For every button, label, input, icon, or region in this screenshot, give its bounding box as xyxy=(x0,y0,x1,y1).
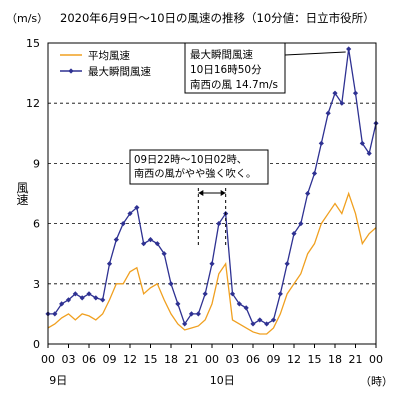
data-point-max xyxy=(127,210,133,217)
data-point-max xyxy=(359,140,365,146)
data-point-max xyxy=(229,291,236,297)
data-point-max xyxy=(188,311,195,317)
day-label: 10日 xyxy=(210,374,235,387)
y-tick-labels: 0 3 6 9 12 15 xyxy=(26,37,40,351)
x-tick-label: 12 xyxy=(123,353,137,366)
x-tick-label: 21 xyxy=(185,353,199,366)
annotation-text: 最大瞬間風速 xyxy=(190,48,253,61)
y-tick-label: 9 xyxy=(33,157,40,170)
y-tick-label: 0 xyxy=(33,338,40,351)
data-point-max xyxy=(161,251,167,257)
legend-label: 最大瞬間風速 xyxy=(88,65,151,78)
data-point-max xyxy=(134,204,140,211)
data-point-max xyxy=(86,291,92,297)
data-point-max xyxy=(168,281,174,287)
data-point-max xyxy=(257,317,263,323)
x-tick-label: 06 xyxy=(246,353,260,366)
x-tick-label: 06 xyxy=(82,353,96,366)
data-point-max xyxy=(195,311,201,317)
data-point-max xyxy=(154,241,160,247)
data-point-max xyxy=(277,291,283,297)
data-point-max xyxy=(141,241,147,247)
annotation-arrow xyxy=(284,51,346,56)
data-point-max xyxy=(284,261,290,267)
day-labels: 9日 10日 xyxy=(49,374,235,387)
legend-label: 平均風速 xyxy=(88,50,130,62)
data-point-max xyxy=(59,301,65,307)
data-point-max xyxy=(93,295,99,301)
data-point-max xyxy=(65,297,72,303)
y-tick-label: 6 xyxy=(33,218,40,231)
y-unit-label: （m/s） xyxy=(6,12,48,25)
x-tick-label: 03 xyxy=(62,353,76,366)
series-layer xyxy=(45,46,379,335)
data-point-max xyxy=(52,311,58,317)
x-tick-label: 00 xyxy=(369,353,383,366)
bracket-arrowhead-right xyxy=(220,190,226,196)
data-point-max xyxy=(318,140,324,146)
x-tick-label: 15 xyxy=(308,353,322,366)
data-point-max xyxy=(216,221,222,227)
data-point-max xyxy=(182,321,188,327)
bracket-arrowhead-left xyxy=(198,190,204,196)
data-point-max xyxy=(291,231,297,237)
data-point-max xyxy=(339,100,345,106)
data-point-max xyxy=(120,221,126,227)
x-tick-label: 18 xyxy=(328,353,342,366)
legend-marker xyxy=(68,68,74,74)
x-tick-label: 12 xyxy=(287,353,301,366)
data-point-max xyxy=(264,321,270,327)
data-point-max xyxy=(250,321,256,327)
x-tick-label: 00 xyxy=(41,353,55,366)
y-axis-label: 風速 xyxy=(15,182,29,206)
data-point-max xyxy=(79,295,85,301)
annotation-text: 南西の風がやや強く吹く。 xyxy=(134,167,256,180)
x-tick-label: 00 xyxy=(205,353,219,366)
x-tick-label: 21 xyxy=(349,353,363,366)
day-label: 9日 xyxy=(49,374,67,387)
data-point-max xyxy=(175,301,181,307)
data-point-max xyxy=(298,221,304,227)
x-tick-label: 09 xyxy=(103,353,117,366)
data-point-max xyxy=(209,261,215,267)
data-point-max xyxy=(147,237,154,243)
data-point-max xyxy=(352,90,359,96)
annotation-box-max xyxy=(184,42,286,94)
annotation-text: 南西の風 14.7m/s xyxy=(190,78,278,91)
data-point-max xyxy=(325,110,331,116)
data-point-max xyxy=(366,150,372,156)
annotation-box-period xyxy=(129,149,269,185)
x-tick-labels: 00 03 06 09 12 15 18 21 00 03 06 09 12 15 18 21 00 xyxy=(41,344,383,366)
x-tick-label: 18 xyxy=(164,353,178,366)
annotation-text: 10日16時50分 xyxy=(190,64,262,76)
x-tick-label: 03 xyxy=(226,353,240,366)
data-point-max xyxy=(346,46,352,52)
data-point-max xyxy=(106,261,113,267)
data-point-max xyxy=(113,237,119,243)
annotation-text: 09日22時～10日02時、 xyxy=(134,154,247,166)
chart-title: 2020年6月9日～10日の風速の推移（10分値：日立市役所） xyxy=(60,11,375,25)
data-point-max xyxy=(100,297,106,303)
data-point-max xyxy=(202,291,208,297)
data-point-max xyxy=(270,317,277,323)
data-point-max xyxy=(332,90,338,96)
series-line-0 xyxy=(47,191,377,335)
x-unit-label: （時） xyxy=(360,375,393,388)
y-tick-label: 12 xyxy=(26,97,40,110)
x-tick-label: 15 xyxy=(144,353,158,366)
data-point-max xyxy=(305,190,311,197)
y-tick-label: 15 xyxy=(26,37,40,50)
data-point-max xyxy=(72,291,78,297)
data-point-max xyxy=(311,170,318,177)
data-point-max xyxy=(236,301,242,307)
x-tick-label: 09 xyxy=(267,353,281,366)
data-point-max xyxy=(243,305,249,311)
y-tick-label: 3 xyxy=(33,278,40,291)
